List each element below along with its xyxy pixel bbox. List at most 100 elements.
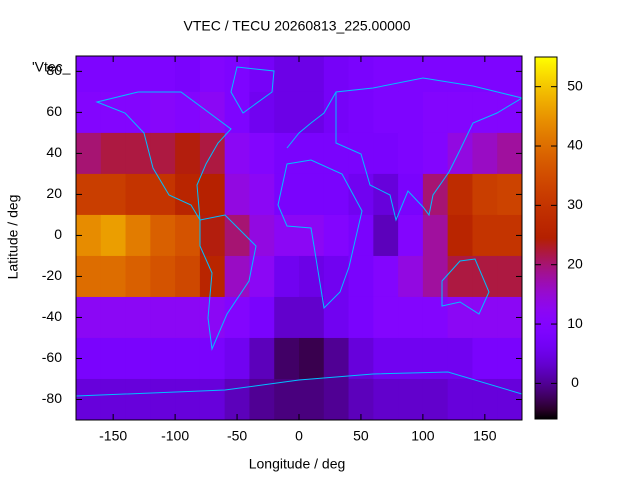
heat-cell [274, 337, 300, 380]
y-tick-label: 20 [46, 185, 62, 201]
heat-cell [472, 173, 498, 216]
heat-cell [472, 214, 498, 257]
heat-cell [323, 173, 350, 216]
heat-cell [274, 214, 300, 257]
heat-cell [373, 337, 399, 380]
heat-cell [150, 378, 176, 420]
heat-cell [323, 378, 350, 420]
heat-cell [348, 378, 374, 420]
heat-cell [199, 296, 226, 339]
heat-cell [299, 56, 325, 93]
colorbar-tick-label: 50 [567, 77, 583, 93]
heat-cell [422, 337, 449, 380]
y-tick-label: 0 [54, 226, 62, 242]
heat-cell [274, 173, 300, 216]
x-tick-label: 100 [411, 428, 435, 444]
heat-cell [249, 173, 275, 216]
heat-cell [323, 296, 350, 339]
heat-cell [125, 56, 151, 93]
colorbar [534, 56, 558, 420]
heat-cell [150, 255, 176, 298]
heat-cell [348, 296, 374, 339]
heat-cell [199, 56, 226, 93]
heat-cell [299, 91, 325, 134]
heat-cell [447, 255, 473, 298]
heat-cell [175, 214, 201, 257]
heat-cell [348, 337, 374, 380]
heat-cell [125, 255, 151, 298]
heat-cell [125, 337, 151, 380]
heat-cell [447, 56, 473, 93]
coastline [441, 258, 490, 315]
x-tick-label: 150 [473, 428, 497, 444]
heat-cell [100, 132, 127, 175]
heat-cell [175, 296, 201, 339]
heat-cell [348, 56, 374, 93]
heat-cell [150, 173, 176, 216]
heat-cell [472, 56, 498, 93]
heat-cell [447, 337, 473, 380]
heat-cell [199, 337, 226, 380]
heat-cell [100, 56, 127, 93]
heat-cell [472, 337, 498, 380]
heat-cell [175, 255, 201, 298]
heat-cell [274, 56, 300, 93]
heat-cell [472, 91, 498, 134]
heat-cell [373, 173, 399, 216]
colorbar-tick-label: 40 [567, 137, 583, 153]
heat-cell [150, 56, 176, 93]
heat-cell [373, 214, 399, 257]
colorbar-tick-label: 10 [567, 315, 583, 331]
y-tick-label: -80 [42, 390, 62, 406]
heat-cell [274, 91, 300, 134]
heat-cell [472, 296, 498, 339]
heat-cell [125, 214, 151, 257]
heat-cell [323, 255, 350, 298]
heat-cell [249, 132, 275, 175]
y-tick-label: 60 [46, 103, 62, 119]
heat-cell [373, 378, 399, 420]
heat-cell [76, 56, 102, 93]
heat-cell [249, 91, 275, 134]
heat-cell [299, 132, 325, 175]
heat-cell [398, 255, 424, 298]
coastline [95, 91, 232, 221]
heat-cell [323, 56, 350, 93]
heat-cell [224, 132, 250, 175]
heat-cell [398, 173, 424, 216]
coastline [199, 214, 257, 351]
heat-cell [472, 132, 498, 175]
heat-cell [224, 173, 250, 216]
heat-cell [100, 378, 127, 420]
heat-cell [348, 255, 374, 298]
heat-cell [224, 91, 250, 134]
heat-cell [422, 132, 449, 175]
x-tick-label: -100 [161, 428, 189, 444]
heat-cell [422, 173, 449, 216]
legend-label: 'Vtec_ [32, 59, 71, 75]
heat-cell [274, 255, 300, 298]
y-tick-label: -60 [42, 349, 62, 365]
heat-cell [249, 214, 275, 257]
heat-cell [447, 132, 473, 175]
heat-cell [323, 214, 350, 257]
heat-cell [274, 296, 300, 339]
coastlines [76, 66, 522, 397]
heat-cell [249, 337, 275, 380]
x-axis-label: Longitude / deg [249, 456, 346, 472]
heat-cell [373, 255, 399, 298]
coastline [277, 159, 363, 310]
heat-cell [299, 214, 325, 257]
x-tick-label: 50 [353, 428, 369, 444]
heat-cell [199, 173, 226, 216]
heat-cell [199, 91, 226, 134]
heat-cell [100, 214, 127, 257]
heat-cell [274, 132, 300, 175]
heat-cell [422, 255, 449, 298]
heat-cell [398, 132, 424, 175]
heat-cell [175, 337, 201, 380]
heat-cell [199, 378, 226, 420]
heat-cell [299, 378, 325, 420]
heat-cell [398, 91, 424, 134]
